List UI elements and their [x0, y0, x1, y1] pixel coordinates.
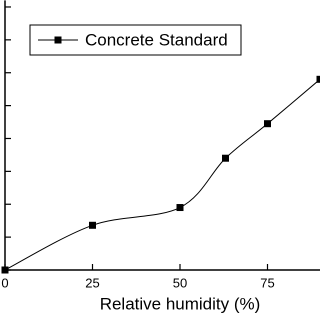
legend-marker: [55, 37, 62, 44]
point-marker: [317, 76, 320, 83]
x-tick-label: 75: [260, 275, 274, 290]
x-tick-label: 50: [173, 275, 187, 290]
point-marker: [264, 120, 271, 127]
x-axis-label: Relative humidity (%): [100, 294, 261, 313]
legend-label: Concrete Standard: [85, 30, 228, 49]
point-marker: [89, 222, 96, 229]
point-marker: [2, 267, 9, 274]
x-tick-label: 0: [1, 275, 8, 290]
point-marker: [222, 155, 229, 162]
x-tick-label: 25: [85, 275, 99, 290]
series-line: [5, 79, 320, 270]
point-marker: [177, 204, 184, 211]
